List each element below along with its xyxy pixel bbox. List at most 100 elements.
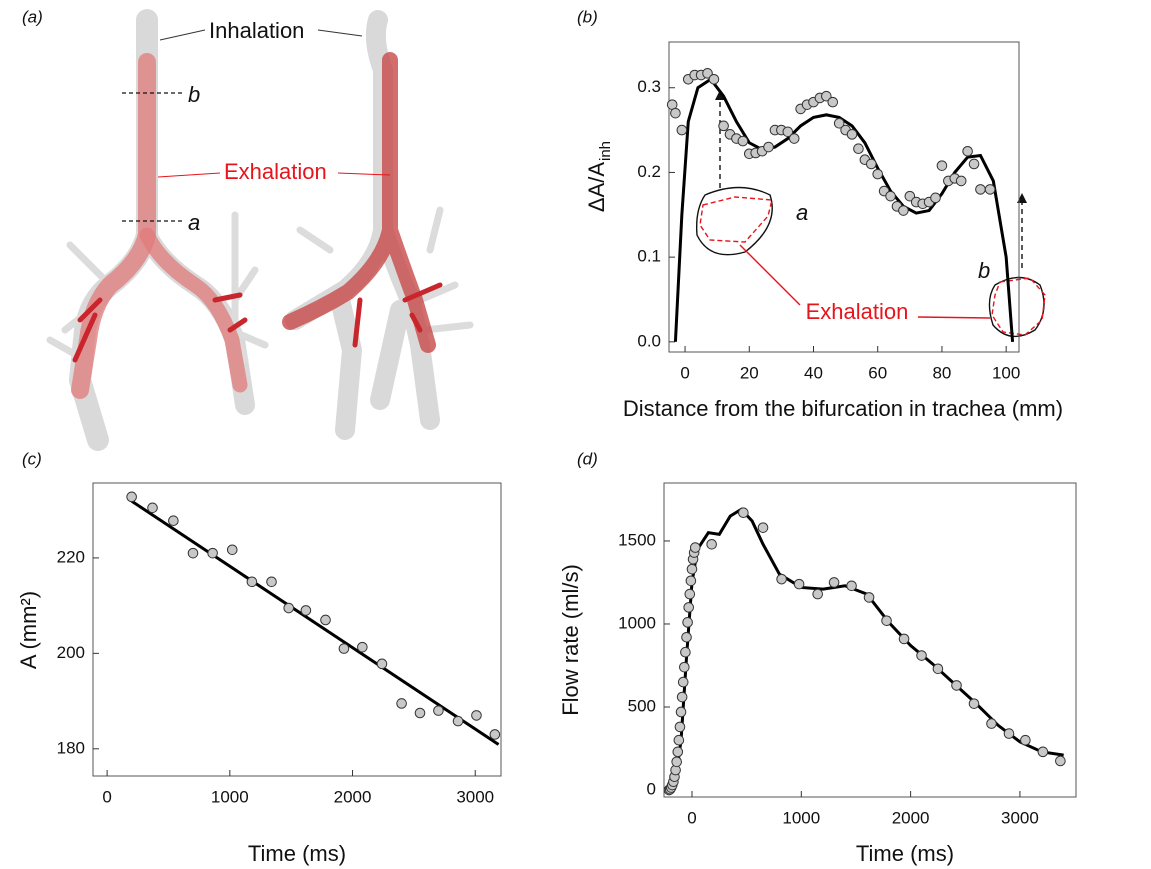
data-point xyxy=(846,580,857,592)
data-point xyxy=(680,646,691,658)
panel-label: (c) xyxy=(22,449,42,468)
data-point xyxy=(812,588,823,600)
data-point xyxy=(246,576,258,588)
data-point xyxy=(414,707,426,719)
data-point xyxy=(674,721,686,733)
x-axis-label: Distance from the bifurcation in trachea… xyxy=(623,396,1063,421)
data-point xyxy=(881,615,892,626)
data-point xyxy=(689,542,701,553)
data-point xyxy=(675,706,687,718)
y-tick-label: 0.0 xyxy=(637,331,661,350)
x-tick-label: 3000 xyxy=(1001,808,1039,827)
data-point xyxy=(872,168,884,180)
data-point xyxy=(266,576,277,588)
data-point xyxy=(671,756,682,768)
airway-left xyxy=(46,9,269,451)
y-axis-label: A (mm²) xyxy=(16,591,41,669)
data-point xyxy=(757,522,769,533)
data-point xyxy=(936,160,948,171)
data-point xyxy=(1003,728,1015,739)
x-tick-label: 60 xyxy=(868,363,887,382)
data-point xyxy=(951,680,962,691)
cut-lines xyxy=(122,92,182,222)
plot-frame xyxy=(663,482,1077,798)
data-point xyxy=(932,663,944,675)
data-point xyxy=(898,205,909,216)
annotation: Exhalation xyxy=(224,159,327,184)
data-point xyxy=(821,90,832,102)
data-point xyxy=(683,602,695,613)
data-point xyxy=(681,631,692,643)
y-tick-label: 1000 xyxy=(618,613,656,632)
data-point xyxy=(788,133,800,144)
data-point xyxy=(433,705,444,716)
data-point xyxy=(676,124,688,136)
airway-right xyxy=(282,10,474,440)
outline-insets xyxy=(695,90,1046,338)
fit-line xyxy=(673,77,1015,342)
data-point xyxy=(737,135,749,147)
data-point xyxy=(396,698,407,709)
data-point xyxy=(916,650,927,661)
data-point xyxy=(452,715,464,727)
data-point xyxy=(168,515,179,526)
y-axis-label-sub: inh xyxy=(597,141,614,161)
x-axis-label: Time (ms) xyxy=(856,841,954,866)
y-axis-label: ΔA/A xyxy=(584,162,609,212)
data-point xyxy=(930,192,941,204)
data-point xyxy=(685,575,697,587)
x-tick-label: 20 xyxy=(740,363,759,382)
y-tick-label: 0.2 xyxy=(637,162,661,181)
plot-frame xyxy=(668,41,1020,353)
y-tick-label: 0 xyxy=(647,780,656,799)
y-axis-label-group: A (mm²) xyxy=(16,591,41,669)
annotation: Inhalation xyxy=(209,18,304,43)
x-axis-label: Time (ms) xyxy=(248,841,346,866)
data-point xyxy=(1055,755,1066,767)
data-point xyxy=(376,658,388,670)
annotation: Exhalation xyxy=(806,299,909,324)
data-point xyxy=(706,538,717,550)
data-point xyxy=(676,691,688,703)
data-point xyxy=(147,502,158,514)
x-tick-label: 2000 xyxy=(334,787,372,806)
y-axis-label-group: Flow rate (ml/s) xyxy=(558,564,583,716)
data-point xyxy=(776,573,787,585)
data-point xyxy=(828,577,840,588)
data-point xyxy=(827,96,839,108)
data-point xyxy=(320,614,331,626)
x-tick-label: 1000 xyxy=(782,808,820,827)
data-point xyxy=(863,592,875,603)
data-point xyxy=(207,547,218,559)
annotation: a xyxy=(796,200,808,225)
y-tick-label: 500 xyxy=(628,696,656,715)
fit-line xyxy=(130,499,500,746)
y-tick-label: 0.1 xyxy=(637,247,661,266)
data-point xyxy=(673,734,685,746)
fit-line xyxy=(666,507,1064,791)
data-point xyxy=(738,507,749,519)
data-point xyxy=(763,141,774,153)
data-point xyxy=(846,129,858,140)
data-point xyxy=(679,661,690,673)
x-tick-label: 1000 xyxy=(211,787,249,806)
data-point xyxy=(283,602,295,614)
x-tick-label: 100 xyxy=(992,363,1020,382)
data-point xyxy=(962,145,973,157)
x-tick-label: 0 xyxy=(687,808,696,827)
y-tick-label: 180 xyxy=(57,738,85,757)
data-point xyxy=(986,718,997,729)
data-point xyxy=(898,633,910,645)
data-point xyxy=(702,68,713,79)
plot-frame xyxy=(92,482,502,777)
data-point xyxy=(793,578,805,590)
data-point xyxy=(975,184,986,195)
data-point xyxy=(226,544,238,556)
data-point xyxy=(1020,734,1031,746)
annotation: b xyxy=(978,258,990,283)
data-point xyxy=(300,605,312,616)
data-point xyxy=(853,143,864,155)
panel-label: (a) xyxy=(22,7,43,26)
